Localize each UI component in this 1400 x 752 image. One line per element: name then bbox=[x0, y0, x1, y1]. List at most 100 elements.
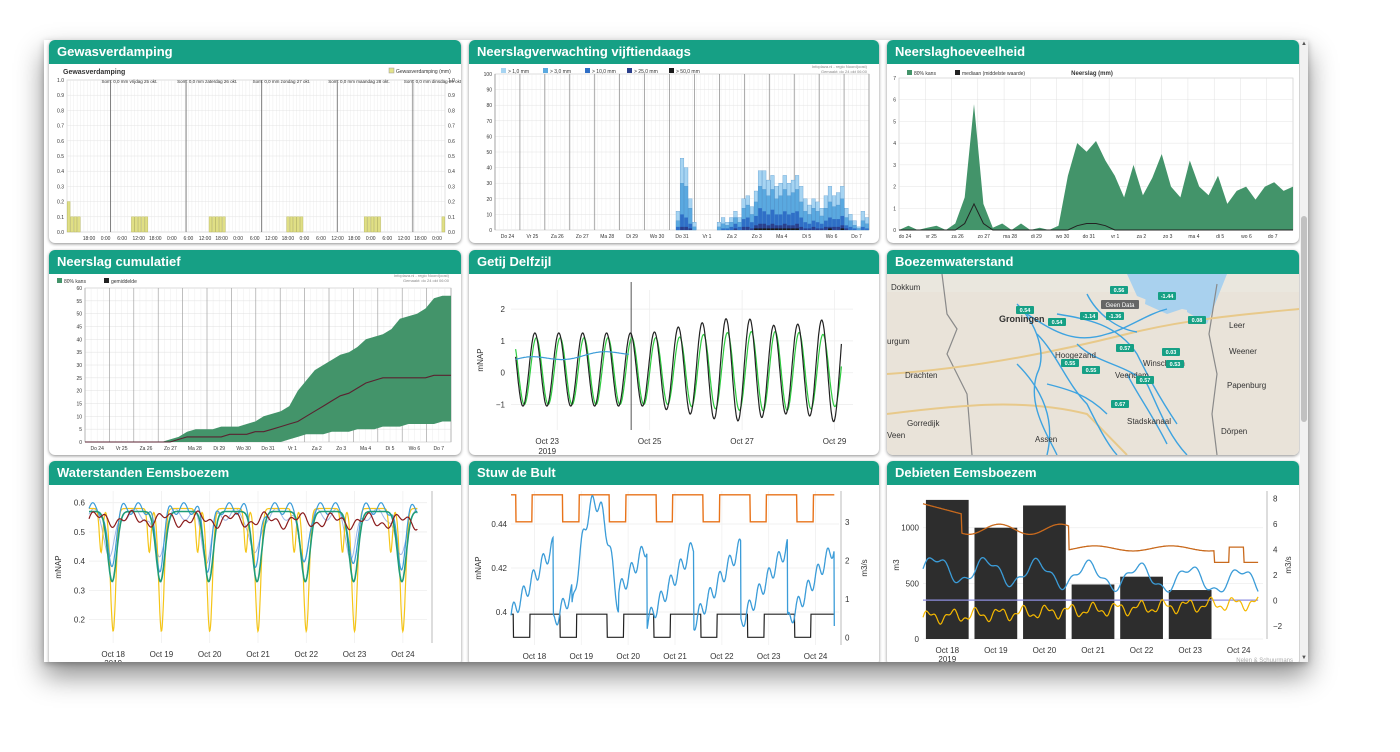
scroll-up-icon[interactable]: ▲ bbox=[1301, 41, 1307, 47]
y-tick-label: 35 bbox=[76, 350, 82, 356]
y-tick-label: 0.4 bbox=[496, 608, 508, 617]
waterway bbox=[1046, 383, 1108, 415]
x-tick-label: Oct 24 bbox=[391, 650, 415, 659]
x-tick-label: 18:00 bbox=[348, 236, 361, 242]
panel-gewasverdamping: Gewasverdamping Gewasverdamping Gewasverd… bbox=[49, 40, 461, 243]
credit-text: Gemaakt: do 24 okt 06:00 bbox=[821, 69, 868, 74]
y-tick-label: 80 bbox=[486, 103, 492, 109]
x-tick-label: zo 27 bbox=[978, 234, 990, 240]
y2-tick-label: −2 bbox=[1273, 622, 1283, 631]
bar bbox=[803, 222, 808, 230]
bar bbox=[758, 228, 762, 230]
waterlevel-badge bbox=[1080, 312, 1098, 320]
waterlevel-badge bbox=[1162, 348, 1180, 356]
bar bbox=[725, 228, 730, 230]
bar bbox=[137, 216, 142, 233]
bar bbox=[212, 216, 216, 233]
x-tick-label: 12:00 bbox=[199, 236, 212, 242]
bar bbox=[774, 214, 779, 230]
legend-label: > 3,0 mm bbox=[550, 69, 571, 75]
x-tick-label: Oct 21 bbox=[663, 652, 687, 661]
x-tick-label: Wo 6 bbox=[826, 234, 838, 240]
waterlevel-badge-label: 0.03 bbox=[1166, 350, 1177, 356]
x-tick-label: Oct 20 bbox=[1033, 646, 1057, 655]
x-tick-label: di 29 bbox=[1031, 234, 1042, 240]
x-tick-label: Za 2 bbox=[312, 446, 322, 452]
y-tick-label: 90 bbox=[486, 88, 492, 94]
y-axis-label: mNAP bbox=[54, 555, 63, 578]
x-tick-label: Oct 19 bbox=[984, 646, 1008, 655]
line-bruin bbox=[88, 509, 418, 531]
waterway bbox=[1036, 333, 1118, 455]
bar bbox=[758, 208, 762, 230]
waterlevel-badge bbox=[1082, 366, 1100, 374]
bar bbox=[208, 216, 213, 233]
credit-text: Infoplaza.nl - regio Noord(oost) bbox=[394, 274, 450, 278]
bar bbox=[750, 222, 754, 230]
bar bbox=[807, 223, 812, 230]
x-tick-label: 12:00 bbox=[132, 236, 145, 242]
y-tick-label: 0 bbox=[79, 440, 82, 446]
bar bbox=[745, 217, 750, 230]
y2-tick-label: 0.5 bbox=[448, 154, 455, 160]
day-label: Som: 0,0 mm zondag 27 okt. bbox=[253, 79, 311, 84]
y2-tick-label: 8 bbox=[1273, 495, 1278, 504]
waterlevel-badge-label: 0.54 bbox=[1052, 320, 1064, 326]
x-tick-label: Oct 21 bbox=[1081, 646, 1105, 655]
x-tick-label: Oct 22 bbox=[710, 652, 734, 661]
bar bbox=[141, 216, 145, 233]
bar bbox=[778, 225, 783, 230]
x-tick-label: zo 3 bbox=[1163, 234, 1173, 240]
bar bbox=[828, 217, 832, 230]
panel-title: Neerslag cumulatief bbox=[49, 250, 461, 274]
bar bbox=[782, 211, 787, 230]
y-tick-label: 0.42 bbox=[491, 564, 507, 573]
y-tick-label: 10 bbox=[76, 414, 82, 420]
bar bbox=[676, 226, 680, 230]
y-tick-label: 20 bbox=[76, 389, 82, 395]
bar bbox=[77, 216, 81, 233]
legend-swatch bbox=[669, 68, 674, 73]
y2-tick-label: 3 bbox=[845, 518, 850, 527]
bar bbox=[819, 228, 824, 230]
legend-label: > 10,0 mm bbox=[592, 69, 616, 75]
highway bbox=[887, 308, 1299, 375]
x-tick-label: 0:00 bbox=[101, 236, 111, 242]
legend-swatch bbox=[57, 278, 62, 283]
bar bbox=[791, 212, 795, 230]
x-tick-label: 18:00 bbox=[83, 236, 96, 242]
line-opzet bbox=[515, 351, 629, 361]
x-tick-label: Oct 22 bbox=[1130, 646, 1154, 655]
x-tick-label: Oct 24 bbox=[1227, 646, 1251, 655]
scrollbar-thumb[interactable] bbox=[1301, 216, 1307, 422]
bar bbox=[925, 499, 969, 639]
x-tick-label: Oct 20 bbox=[616, 652, 640, 661]
scroll-down-icon[interactable]: ▼ bbox=[1301, 655, 1307, 661]
bar bbox=[733, 223, 738, 230]
chart-debieten: 1000 500 0 8 6 4 2 0 −2 m3 m3/s Oct 18 Oct 19 Oct 20 O… bbox=[892, 491, 1293, 662]
y2-tick-label: 1 bbox=[845, 595, 850, 604]
x-tick-label: za 2 bbox=[1137, 234, 1147, 240]
map-boezemwaterstand[interactable]: Dokkum Groningen Leer Weener Drachten Hoogeza… bbox=[887, 274, 1299, 455]
waterlevel-badge bbox=[1188, 316, 1206, 324]
bar bbox=[778, 214, 783, 230]
y-tick-label: 0.5 bbox=[74, 528, 86, 537]
y2-tick-label: 0.9 bbox=[448, 93, 455, 99]
waterlevel-badge bbox=[1166, 360, 1184, 368]
legend-label: 80% kans bbox=[914, 71, 936, 77]
panel-title: Neerslaghoeveelheid bbox=[887, 40, 1299, 64]
bar bbox=[766, 214, 771, 230]
place-label: Dokkum bbox=[891, 283, 921, 292]
bar bbox=[766, 225, 771, 230]
place-label: Assen bbox=[1035, 435, 1057, 444]
bar bbox=[770, 223, 775, 230]
y-tick-label: 50 bbox=[76, 312, 82, 318]
waterlevel-badge bbox=[1111, 400, 1129, 408]
bar bbox=[832, 219, 836, 230]
y-tick-label: 45 bbox=[76, 325, 82, 331]
bar bbox=[782, 223, 787, 230]
waterlevel-badge-label: 0.53 bbox=[1170, 362, 1181, 368]
scrollbar[interactable]: ▲ ▼ bbox=[1300, 40, 1308, 662]
line-astronomisch bbox=[515, 318, 842, 423]
x-sub-label: 2019 bbox=[538, 447, 556, 455]
